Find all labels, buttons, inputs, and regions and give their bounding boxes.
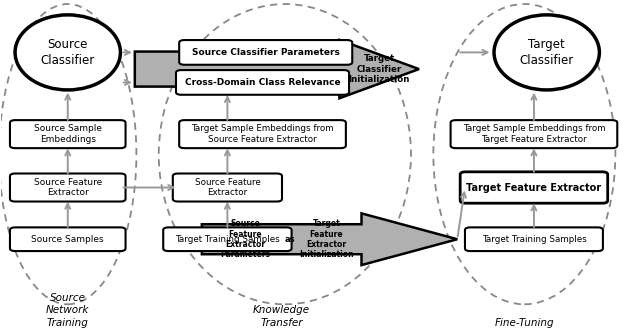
Text: Fine-Tuning: Fine-Tuning [495,318,554,328]
FancyBboxPatch shape [163,227,292,251]
FancyBboxPatch shape [451,120,617,148]
FancyBboxPatch shape [465,227,603,251]
Text: Cross-Domain Class Relevance: Cross-Domain Class Relevance [185,78,340,87]
FancyBboxPatch shape [179,40,352,65]
FancyBboxPatch shape [173,174,282,202]
Polygon shape [202,213,458,265]
Polygon shape [135,40,419,98]
Text: Target Sample Embeddings from
Target Feature Extractor: Target Sample Embeddings from Target Fea… [463,124,605,144]
FancyBboxPatch shape [460,172,608,203]
Text: Source Samples: Source Samples [31,235,104,244]
Text: Target Feature Extractor: Target Feature Extractor [467,183,602,193]
Text: Target
Classifier: Target Classifier [520,38,574,67]
FancyBboxPatch shape [10,227,125,251]
Text: Target Training Samples: Target Training Samples [481,235,586,244]
Text: Source Sample
Embeddings: Source Sample Embeddings [34,124,102,144]
Text: Target
Feature
Extractor
Initialization: Target Feature Extractor Initialization [299,219,354,259]
Text: Target
Classifier
Initialization: Target Classifier Initialization [349,54,410,84]
Text: Source
Feature
Extractor
Parameters: Source Feature Extractor Parameters [220,219,270,259]
Text: Target Sample Embeddings from
Source Feature Extractor: Target Sample Embeddings from Source Fea… [191,124,334,144]
Text: Source
Network
Training: Source Network Training [46,293,90,328]
Text: as: as [284,235,295,244]
FancyBboxPatch shape [179,120,346,148]
Ellipse shape [494,15,600,90]
Text: Source Classifier Parameters: Source Classifier Parameters [192,48,340,57]
FancyBboxPatch shape [176,70,349,95]
Text: Source Feature
Extractor: Source Feature Extractor [34,178,102,197]
Text: Knowledge
Transfer: Knowledge Transfer [253,305,310,328]
Text: Source
Classifier: Source Classifier [40,38,95,67]
FancyBboxPatch shape [10,174,125,202]
Text: Target Training Samples: Target Training Samples [175,235,280,244]
FancyBboxPatch shape [10,120,125,148]
Ellipse shape [15,15,120,90]
Text: Source Feature
Extractor: Source Feature Extractor [195,178,260,197]
